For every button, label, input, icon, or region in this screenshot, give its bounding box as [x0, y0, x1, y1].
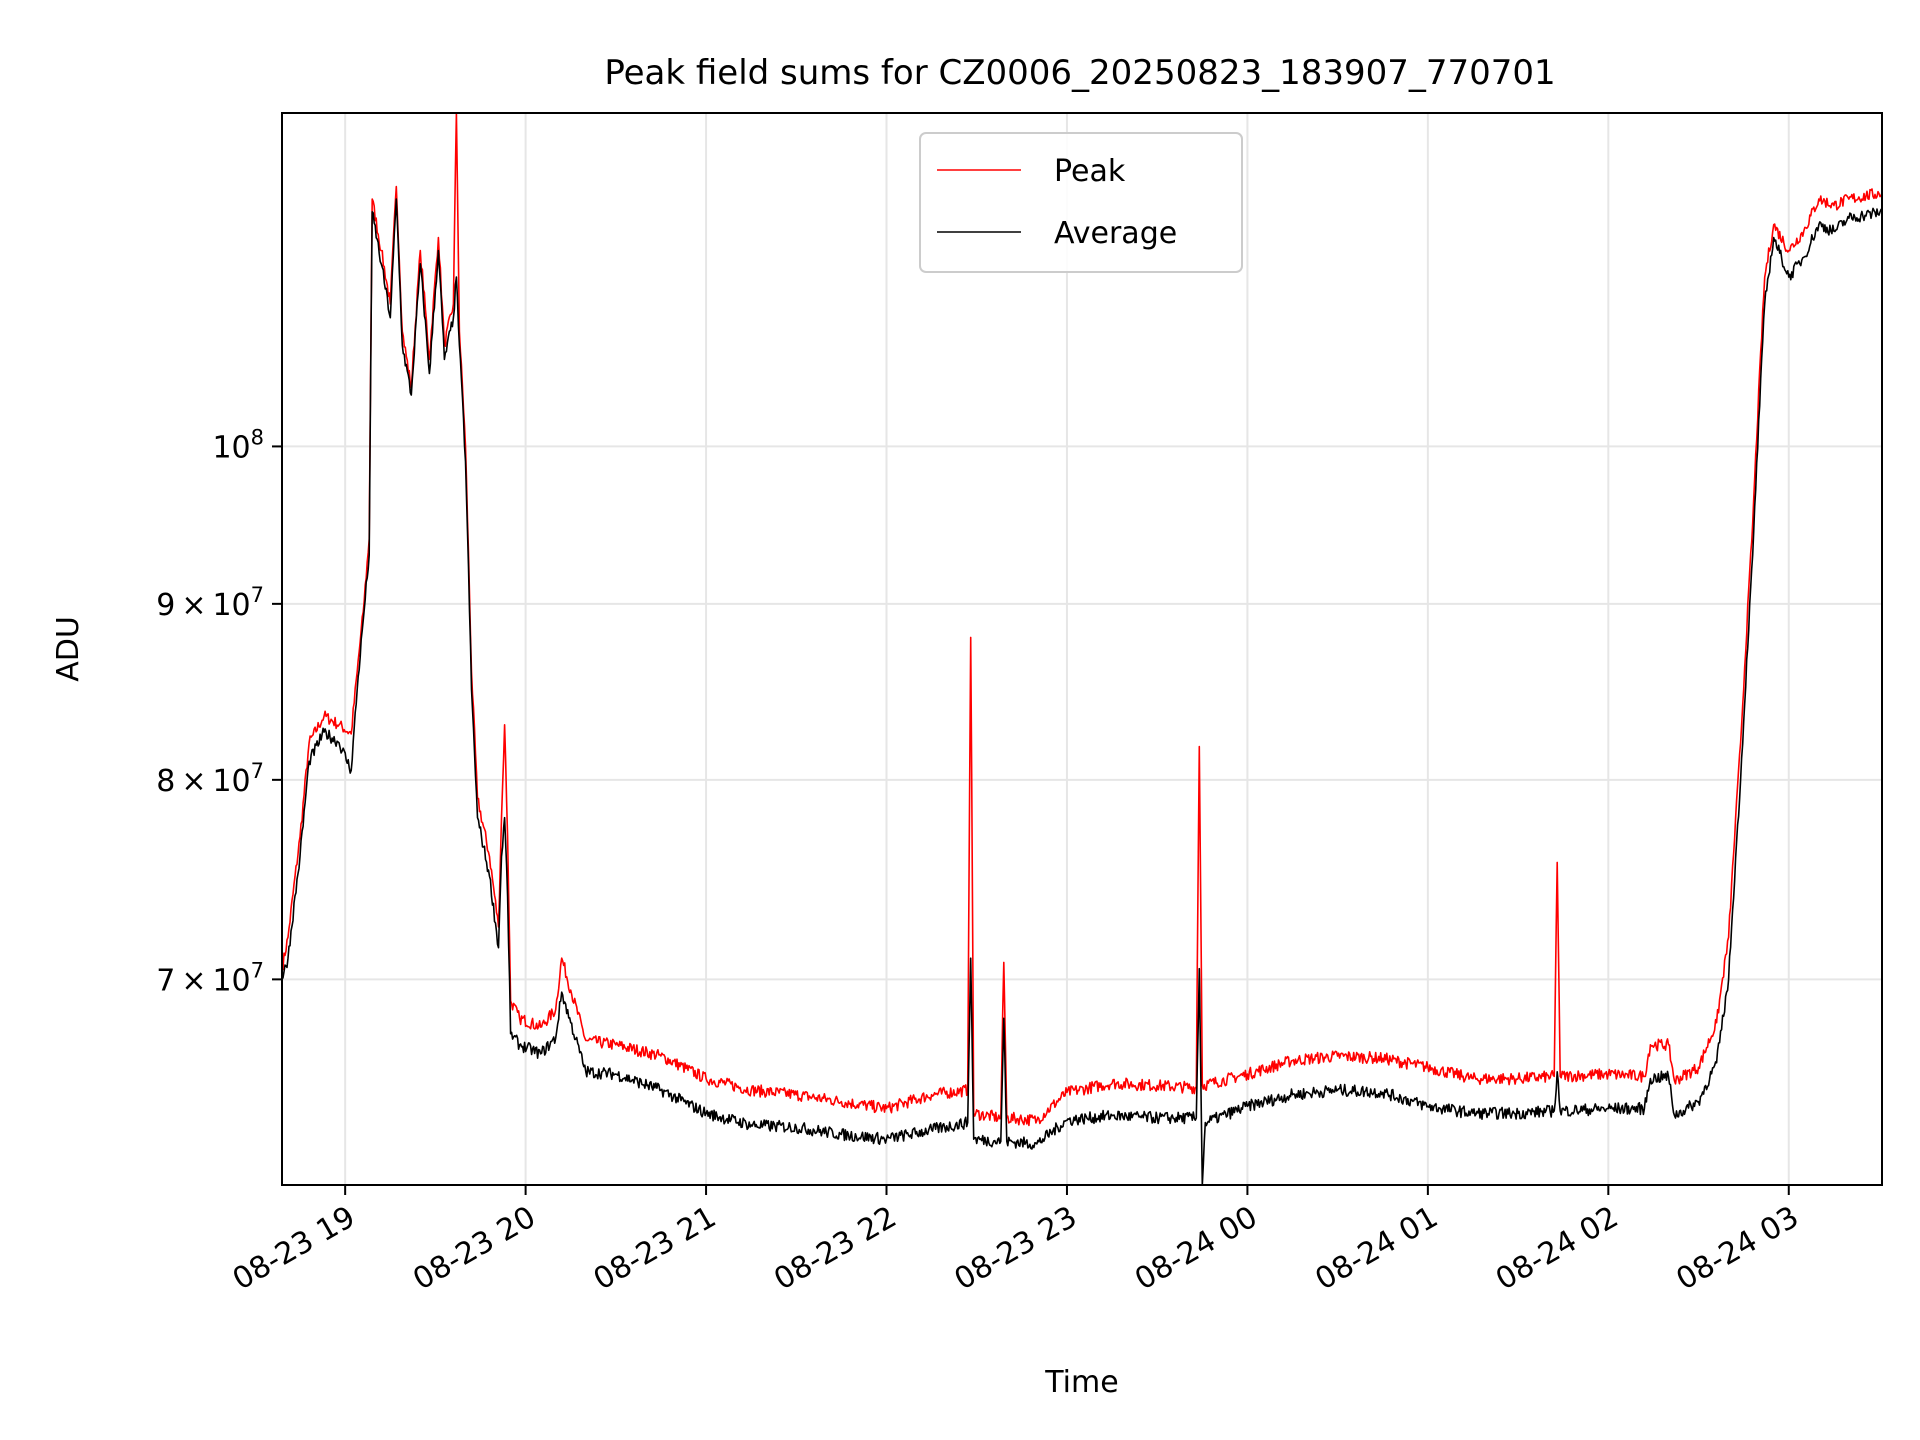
plot-frame	[281, 112, 1883, 1186]
y-tick-label: 108	[212, 425, 264, 465]
legend-box	[919, 132, 1243, 273]
legend-average-label: Average	[1054, 216, 1177, 251]
series-group	[281, 112, 1883, 1186]
y-tick-label: 7 × 107	[156, 958, 264, 998]
series-line-average	[281, 198, 1883, 1186]
x-axis-label: Time	[1044, 1365, 1118, 1400]
chart-title: Peak field sums for CZ0006_20250823_1839…	[604, 53, 1555, 93]
y-axis-label: ADU	[51, 616, 86, 682]
y-tick-label: 8 × 107	[156, 759, 264, 799]
y-tick-label: 9 × 107	[156, 583, 264, 623]
y-axis: 7 × 107 8 × 107 9 × 107 108	[156, 425, 282, 998]
grid	[282, 113, 1882, 1185]
legend-peak-label: Peak	[1054, 154, 1126, 189]
legend: Peak Average	[919, 132, 1243, 273]
series-line-peak	[281, 112, 1883, 1127]
